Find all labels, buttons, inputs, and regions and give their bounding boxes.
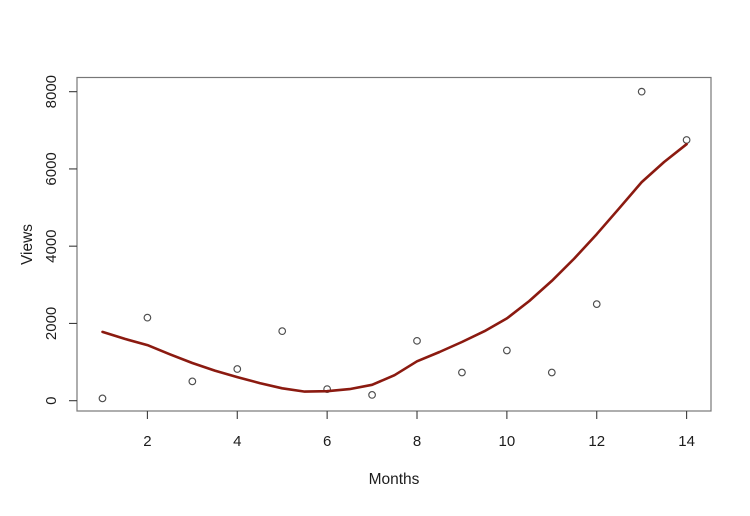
plot-area: 2 4 6 8 10 12 14 0 2000 4000 6000 8000 — [43, 75, 712, 450]
scatter-point — [637, 87, 646, 96]
x-tick-label: 14 — [678, 433, 695, 450]
x-tick-label: 12 — [588, 433, 605, 450]
scatter-point — [188, 377, 197, 386]
scatter-point — [547, 368, 556, 377]
x-tick-label: 8 — [413, 433, 421, 450]
scatter-point — [592, 300, 601, 308]
x-axis-title: Months — [369, 471, 420, 488]
y-tick-label: 2000 — [43, 307, 60, 340]
y-axis-title: Views — [19, 224, 36, 265]
scatter-point — [233, 365, 242, 373]
scatter-point — [278, 327, 287, 336]
scatter-point — [413, 336, 421, 345]
scatter-point — [368, 391, 376, 399]
y-tick-label: 8000 — [43, 75, 60, 108]
plot-frame — [76, 76, 712, 412]
x-tick-label: 10 — [499, 433, 516, 450]
scatter-point — [682, 136, 691, 144]
scatter-point — [143, 313, 152, 322]
y-tick-label: 6000 — [43, 152, 60, 185]
fit-curve — [101, 142, 688, 393]
x-tick-label: 4 — [233, 433, 241, 450]
scatter-point — [458, 368, 466, 377]
scatter-point — [98, 394, 107, 403]
y-tick-label: 4000 — [43, 229, 60, 262]
x-tick-label: 6 — [323, 433, 331, 450]
y-tick-label: 0 — [43, 397, 60, 405]
scatter-point — [502, 346, 511, 355]
x-tick-label: 2 — [143, 433, 151, 450]
